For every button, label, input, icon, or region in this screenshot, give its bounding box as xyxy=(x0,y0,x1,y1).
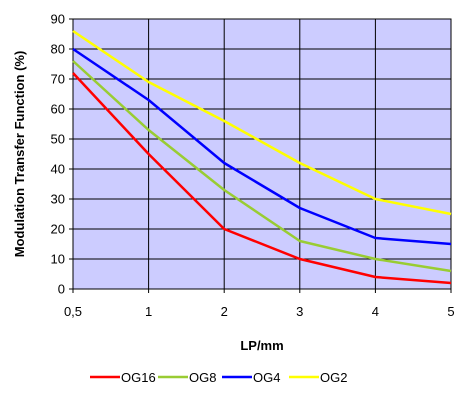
plot-border xyxy=(72,18,452,290)
y-axis-ticks: 0 10 20 30 40 50 60 70 80 90 xyxy=(51,12,73,297)
legend-label: OG16 xyxy=(121,370,156,385)
series-line-og4 xyxy=(72,47,452,246)
y-tick-label: 40 xyxy=(51,162,65,177)
y-tick-label: 10 xyxy=(51,252,65,267)
x-axis-ticks: 0,5 1 2 3 4 5 xyxy=(64,289,455,319)
legend: OG16 OG8 OG4 OG2 xyxy=(90,370,347,385)
x-tick-label: 5 xyxy=(447,304,454,319)
series-lines xyxy=(72,29,452,285)
y-tick-label: 60 xyxy=(51,102,65,117)
plot-area xyxy=(73,19,451,289)
y-tick-label: 50 xyxy=(51,132,65,147)
legend-label: OG8 xyxy=(189,370,216,385)
y-tick-label: 70 xyxy=(51,72,65,87)
x-tick-label: 0,5 xyxy=(64,304,82,319)
y-tick-label: 0 xyxy=(58,282,65,297)
legend-label: OG2 xyxy=(320,370,347,385)
series-line-og2 xyxy=(72,29,452,216)
y-tick-label: 20 xyxy=(51,222,65,237)
grid-lines xyxy=(73,19,451,289)
legend-label: OG4 xyxy=(253,370,280,385)
series-line-og8 xyxy=(72,60,452,273)
y-tick-label: 90 xyxy=(51,12,65,27)
x-axis-title: LP/mm xyxy=(240,338,283,353)
series-line-og16 xyxy=(72,72,452,285)
x-tick-label: 4 xyxy=(372,304,379,319)
x-tick-label: 2 xyxy=(221,304,228,319)
y-tick-label: 80 xyxy=(51,42,65,57)
y-tick-label: 30 xyxy=(51,192,65,207)
x-tick-label: 3 xyxy=(296,304,303,319)
x-tick-label: 1 xyxy=(145,304,152,319)
y-axis-title: Modulation Transfer Function (%) xyxy=(12,51,27,258)
